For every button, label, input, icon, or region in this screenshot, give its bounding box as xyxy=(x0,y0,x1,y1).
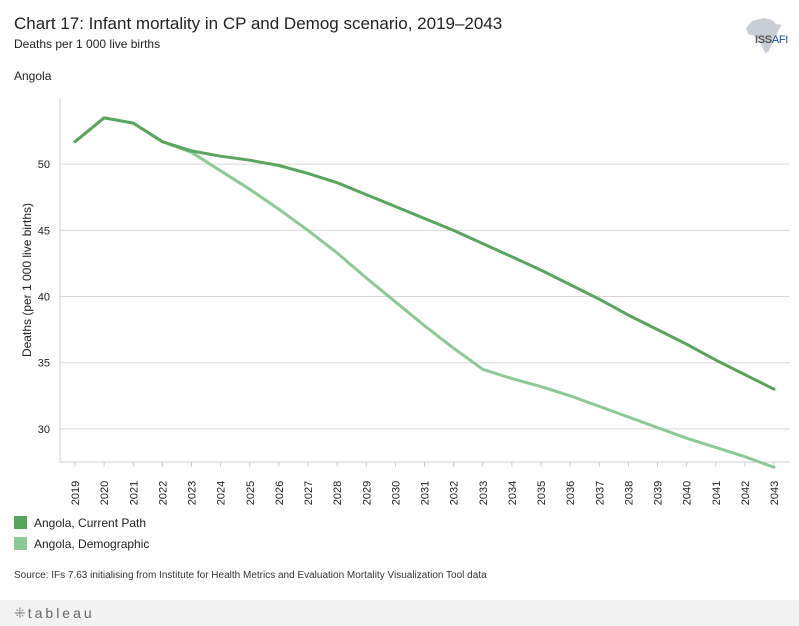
x-tick-labels: 2019 2020 2021 2022 2023 2024 2025 2026 2027 2028… xyxy=(70,462,781,505)
x-tick-label-2031: 2031 xyxy=(420,481,432,505)
x-tick-label-2032: 2032 xyxy=(449,481,461,505)
x-tick-label-2038: 2038 xyxy=(623,481,635,505)
africa-map-icon xyxy=(746,18,782,53)
x-tick-label-2033: 2033 xyxy=(478,481,490,505)
legend-label-demographic: Angola, Demographic xyxy=(34,536,150,551)
x-tick-label-2043: 2043 xyxy=(769,481,781,505)
x-tick-label-2042: 2042 xyxy=(740,481,752,505)
issafrica-logo: ISSAFI xyxy=(755,34,789,46)
x-tick-label-2026: 2026 xyxy=(274,481,286,505)
x-tick-label-2029: 2029 xyxy=(361,481,373,505)
series-lines xyxy=(73,116,776,469)
x-tick-label-2027: 2027 xyxy=(303,481,315,505)
legend-swatch-current-path xyxy=(14,516,27,529)
x-tick-label-2024: 2024 xyxy=(216,481,228,505)
grid-lines xyxy=(60,163,790,430)
x-tick-label-2023: 2023 xyxy=(187,481,199,505)
y-tick-label-40: 40 xyxy=(38,292,50,304)
x-tick-label-2036: 2036 xyxy=(565,481,577,505)
y-tick-label-45: 45 xyxy=(38,225,50,237)
x-tick-label-2041: 2041 xyxy=(711,481,723,505)
legend-item-demographic[interactable]: Angola, Demographic xyxy=(14,533,149,554)
legend-swatch-demographic xyxy=(14,537,27,550)
chart-title: Chart 17: Infant mortality in CP and Dem… xyxy=(14,14,503,33)
x-tick-label-2035: 2035 xyxy=(536,481,548,505)
x-tick-label-2019: 2019 xyxy=(70,481,82,505)
x-tick-label-2034: 2034 xyxy=(507,481,519,505)
y-axis-label: Deaths (per 1 000 live births) xyxy=(20,203,34,357)
x-tick-label-2022: 2022 xyxy=(157,481,169,505)
tableau-footer: ⁜ tableau xyxy=(0,600,799,626)
x-tick-label-2030: 2030 xyxy=(390,481,402,505)
x-tick-label-2028: 2028 xyxy=(332,481,344,505)
tableau-logo[interactable]: ⁜ tableau xyxy=(14,605,95,621)
x-tick-label-2025: 2025 xyxy=(245,481,257,505)
series-line-demographic[interactable] xyxy=(73,116,776,469)
y-tick-label-50: 50 xyxy=(38,159,50,171)
legend-item-current-path[interactable]: Angola, Current Path xyxy=(14,512,149,533)
y-tick-label-35: 35 xyxy=(38,358,50,370)
x-tick-label-2021: 2021 xyxy=(128,481,140,505)
legend-label-current-path: Angola, Current Path xyxy=(34,515,147,530)
y-tick-labels: 30 35 40 45 50 xyxy=(38,159,50,436)
x-tick-label-2037: 2037 xyxy=(594,481,606,505)
x-tick-label-2040: 2040 xyxy=(682,481,694,505)
y-tick-label-30: 30 xyxy=(38,424,50,436)
series-line-current-path[interactable] xyxy=(73,116,776,391)
legend: Angola, Current Path Angola, Demographic xyxy=(14,512,149,554)
country-label: Angola xyxy=(14,69,52,83)
chart-subtitle: Deaths per 1 000 live births xyxy=(14,37,161,51)
x-tick-label-2020: 2020 xyxy=(99,481,111,505)
x-tick-label-2039: 2039 xyxy=(653,481,665,505)
tableau-plus-icon: ⁜ xyxy=(14,605,26,621)
source-note: Source: IFs 7.63 initialising from Insti… xyxy=(14,570,487,581)
